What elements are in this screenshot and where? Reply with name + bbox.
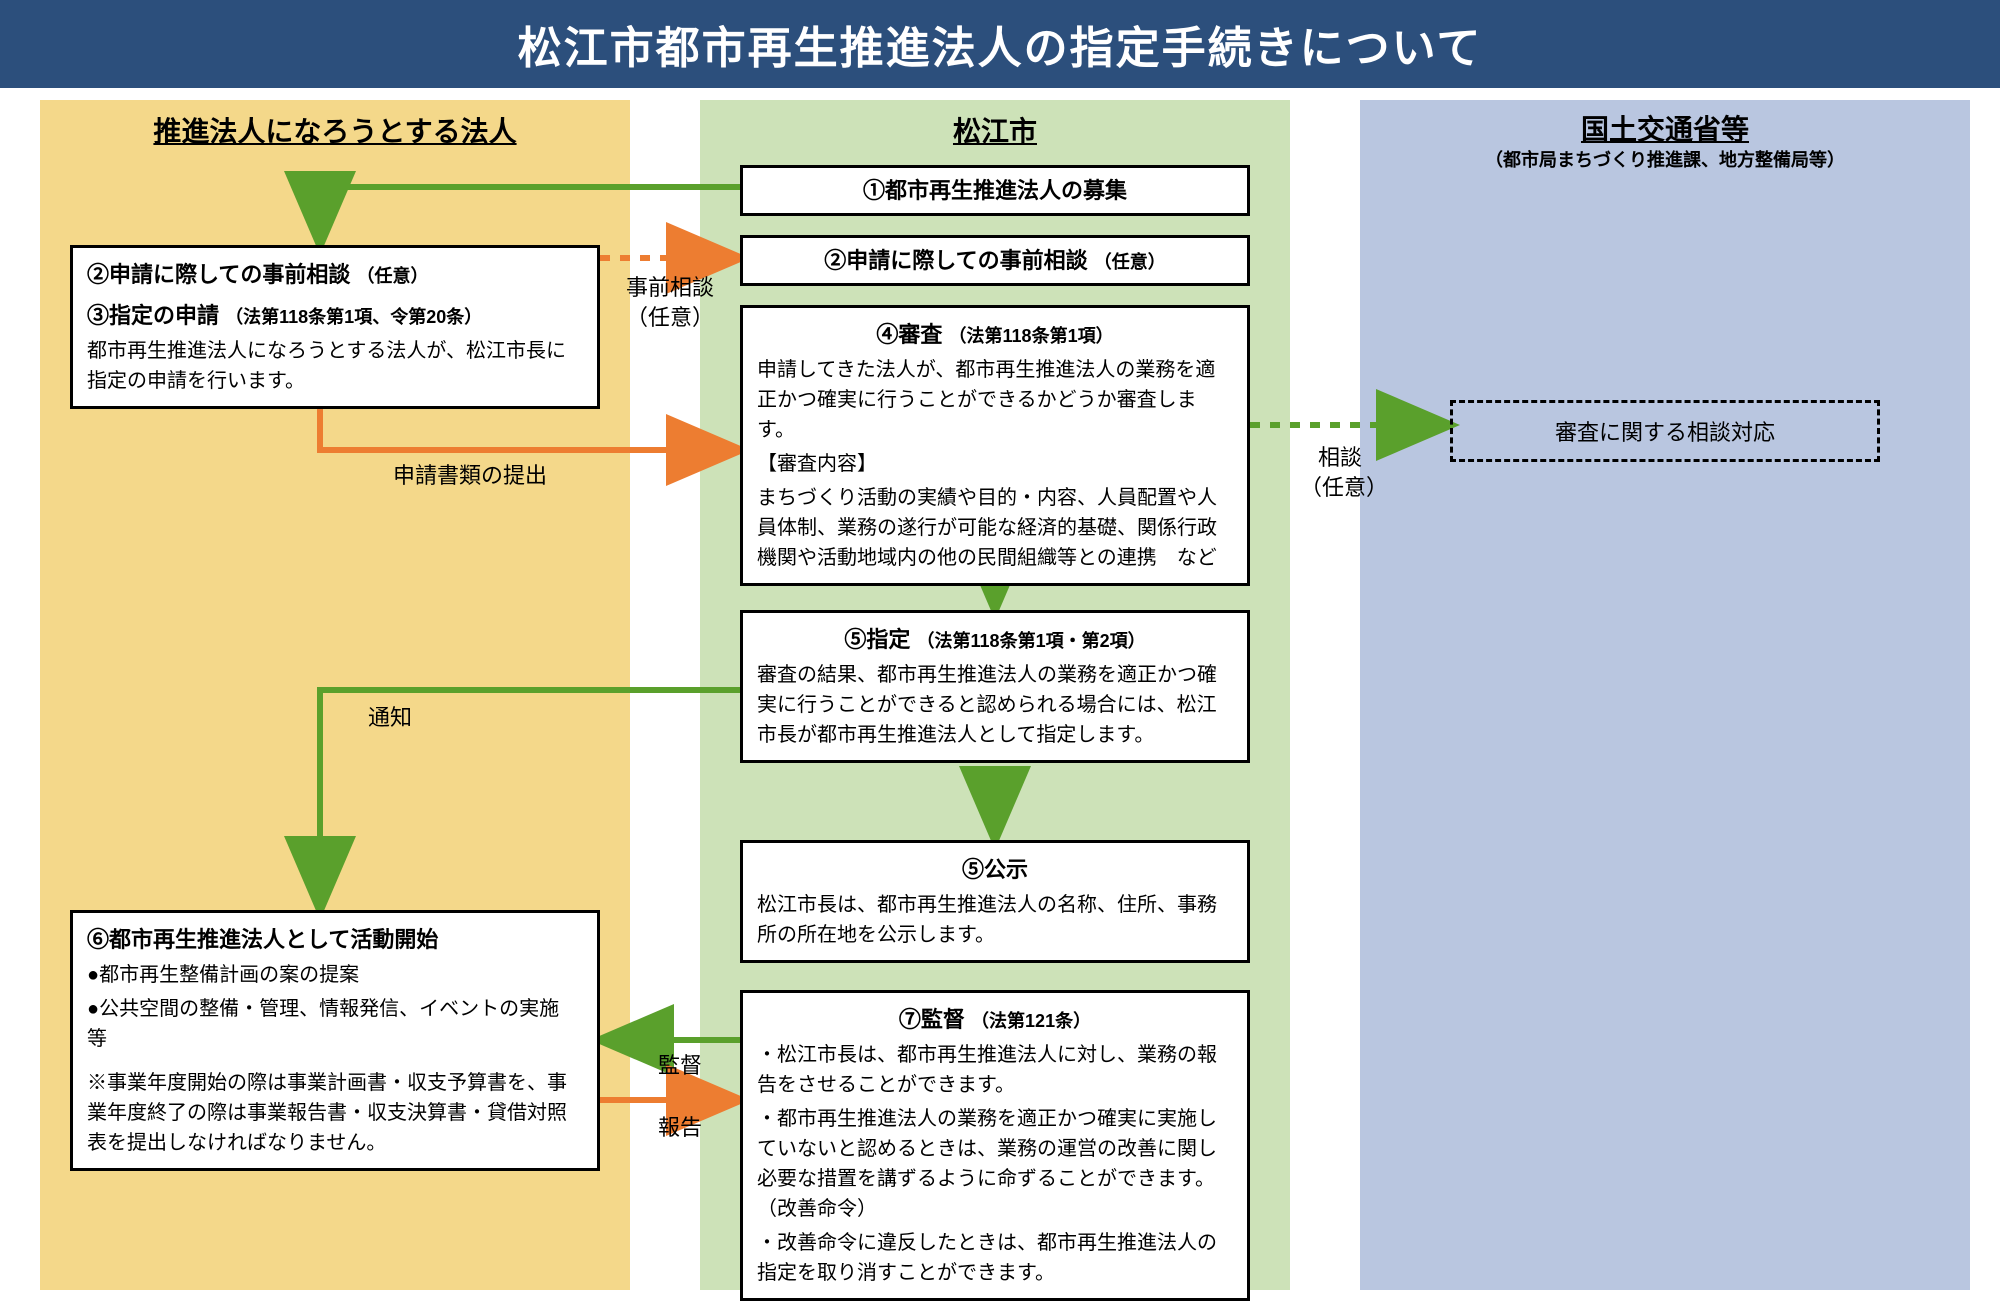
box-m2: ②申請に際しての事前相談 （任意）	[740, 235, 1250, 286]
col-right-header: 国土交通省等	[1360, 108, 1970, 148]
m5-title: ⑤指定	[844, 627, 910, 652]
l23-t2sub: （法第118条第1項、令第20条）	[225, 307, 482, 327]
m2-title: ②申請に際しての事前相談	[824, 248, 1087, 273]
arrow-m1-to-l23	[320, 187, 740, 243]
m4-body2: 【審査内容】	[757, 449, 1233, 479]
box-m5b: ⑤公示 松江市長は、都市再生推進法人の名称、住所、事務所の所在地を公示します。	[740, 840, 1250, 963]
l23-t2: ③指定の申請	[87, 303, 219, 328]
box-m7: ⑦監督 （法第121条） ・松江市長は、都市再生推進法人に対し、業務の報告をさせ…	[740, 990, 1250, 1301]
page-title: 松江市都市再生推進法人の指定手続きについて	[0, 0, 2000, 88]
m2-sub: （任意）	[1094, 252, 1166, 272]
m7-sub: （法第121条）	[971, 1011, 1091, 1031]
label-preconsult: 事前相談	[620, 270, 720, 302]
m4-title: ④審査	[876, 322, 942, 347]
m5-body: 審査の結果、都市再生推進法人の業務を適正かつ確実に行うことができると認められる場…	[757, 660, 1233, 750]
l23-t1: ②申請に際しての事前相談	[87, 262, 350, 287]
m7-title: ⑦監督	[899, 1007, 965, 1032]
m4-body3: まちづくり活動の実績や目的・内容、人員配置や人員体制、業務の遂行が可能な経済的基…	[757, 483, 1233, 573]
m5b-body: 松江市長は、都市再生推進法人の名称、住所、事務所の所在地を公示します。	[757, 890, 1233, 950]
label-notify: 通知	[350, 700, 430, 732]
l6-b1: ●都市再生整備計画の案の提案	[87, 960, 583, 990]
col-right-bg	[1360, 100, 1970, 1290]
m1-title: ①都市再生推進法人の募集	[863, 178, 1127, 203]
col-left-header: 推進法人になろうとする法人	[40, 110, 630, 150]
m5b-title: ⑤公示	[962, 857, 1028, 882]
m7-b1: ・松江市長は、都市再生推進法人に対し、業務の報告をさせることができます。	[757, 1040, 1233, 1100]
m4-body1: 申請してきた法人が、都市再生推進法人の業務を適正かつ確実に行うことができるかどう…	[757, 355, 1233, 445]
l23-t1sub: （任意）	[356, 266, 428, 286]
label-report: 報告	[640, 1110, 720, 1142]
l6-title: ⑥都市再生推進法人として活動開始	[87, 927, 438, 952]
col-right-subheader: （都市局まちづくり推進課、地方整備局等）	[1360, 146, 1970, 172]
r-dash-text: 審査に関する相談対応	[1555, 420, 1775, 445]
box-m4: ④審査 （法第118条第1項） 申請してきた法人が、都市再生推進法人の業務を適正…	[740, 305, 1250, 586]
box-l6: ⑥都市再生推進法人として活動開始 ●都市再生整備計画の案の提案 ●公共空間の整備…	[70, 910, 600, 1171]
box-l23: ②申請に際しての事前相談 （任意） ③指定の申請 （法第118条第1項、令第20…	[70, 245, 600, 409]
m7-b3: ・改善命令に違反したときは、都市再生推進法人の指定を取り消すことができます。	[757, 1228, 1233, 1288]
label-consult: 相談	[1300, 440, 1380, 472]
box-m1: ①都市再生推進法人の募集	[740, 165, 1250, 216]
l6-b3: ※事業年度開始の際は事業計画書・収支予算書を、事業年度終了の際は事業報告書・収支…	[87, 1068, 583, 1158]
box-m5: ⑤指定 （法第118条第1項・第2項） 審査の結果、都市再生推進法人の業務を適正…	[740, 610, 1250, 763]
l23-body: 都市再生推進法人になろうとする法人が、松江市長に指定の申請を行います。	[87, 336, 583, 396]
m4-sub: （法第118条第1項）	[949, 326, 1114, 346]
label-submit: 申請書類の提出	[370, 458, 570, 490]
m5-sub: （法第118条第1項・第2項）	[917, 631, 1146, 651]
label-supervise: 監督	[640, 1048, 720, 1080]
m7-b2: ・都市再生推進法人の業務を適正かつ確実に実施していないと認めるときは、業務の運営…	[757, 1104, 1233, 1224]
label-optional-2: （任意）	[1300, 470, 1380, 502]
l6-b2: ●公共空間の整備・管理、情報発信、イベントの実施 等	[87, 994, 583, 1054]
label-optional-1: （任意）	[620, 300, 720, 332]
col-mid-header: 松江市	[700, 110, 1290, 150]
box-r-dash: 審査に関する相談対応	[1450, 400, 1880, 462]
